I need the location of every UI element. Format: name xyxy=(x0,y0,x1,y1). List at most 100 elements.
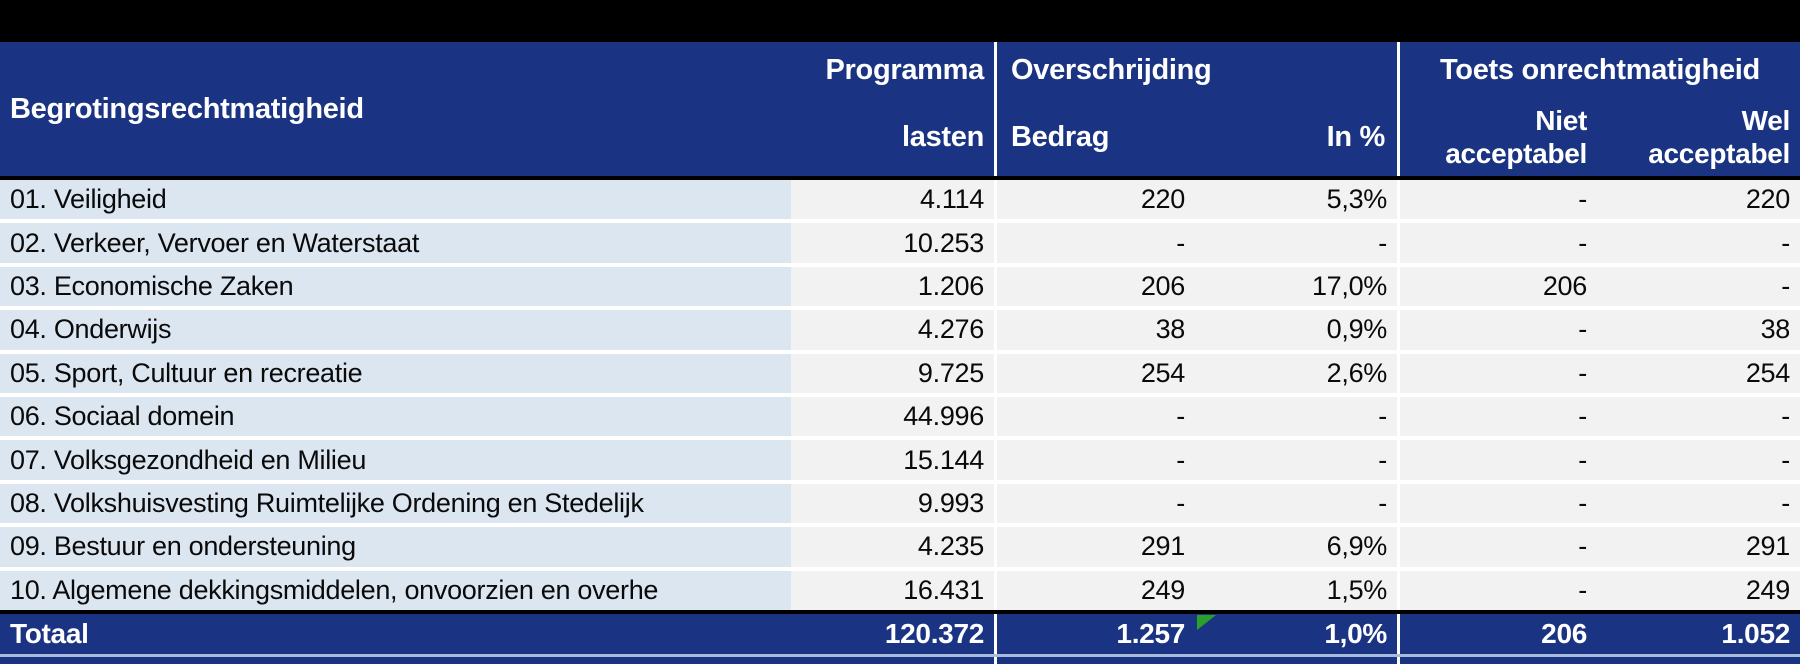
row-label: 04. Onderwijs xyxy=(0,310,791,350)
table-body: 01. Veiligheid 4.114 220 5,3% - 220 02. … xyxy=(0,180,1800,611)
cell-niet-acceptabel: - xyxy=(1397,223,1597,263)
bottom-strip xyxy=(994,657,1195,664)
column-header-in-pct: In % xyxy=(1195,98,1397,176)
row-label: 06. Sociaal domein xyxy=(0,397,791,437)
table-total-section: Totaal 120.372 1.257 1,0% 206 1.052 xyxy=(0,614,1800,664)
cell-overschrijding-pct: - xyxy=(1195,223,1397,263)
table-row-02: 02. Verkeer, Vervoer en Waterstaat 10.25… xyxy=(0,223,1800,263)
cell-error-triangle-icon xyxy=(1197,615,1216,630)
row-label: 02. Verkeer, Vervoer en Waterstaat xyxy=(0,223,791,263)
bottom-strip xyxy=(1397,657,1597,664)
cell-overschrijding-pct: - xyxy=(1195,397,1397,437)
column-header-niet-acceptabel: Niet acceptabel xyxy=(1397,98,1597,176)
table-header: Begrotingsrechtmatigheid Programma laste… xyxy=(0,42,1800,176)
row-label: 03. Economische Zaken xyxy=(0,266,791,307)
cell-wel-acceptabel: 249 xyxy=(1597,570,1800,611)
cell-overschrijding-bedrag: 38 xyxy=(994,310,1195,350)
acceptabel-line: acceptabel xyxy=(1648,138,1790,169)
total-overschrijding-bedrag: 1.257 xyxy=(994,614,1195,654)
cell-overschrijding-bedrag: 220 xyxy=(994,180,1195,220)
column-header-lasten: lasten xyxy=(791,98,994,176)
cell-niet-acceptabel: - xyxy=(1397,483,1597,524)
cell-programma-lasten: 15.144 xyxy=(791,440,994,480)
cell-overschrijding-pct: 2,6% xyxy=(1195,353,1397,394)
table-row-05: 05. Sport, Cultuur en recreatie 9.725 25… xyxy=(0,353,1800,394)
cell-overschrijding-bedrag: 206 xyxy=(994,266,1195,307)
total-row-label: Totaal xyxy=(0,614,791,654)
cell-overschrijding-bedrag: - xyxy=(994,397,1195,437)
cell-niet-acceptabel: - xyxy=(1397,440,1597,480)
budget-lawfulness-table: Begrotingsrechtmatigheid Programma laste… xyxy=(0,42,1800,664)
cell-niet-acceptabel: - xyxy=(1397,527,1597,567)
row-label: 07. Volksgezondheid en Milieu xyxy=(0,440,791,480)
cell-wel-acceptabel: - xyxy=(1597,440,1800,480)
cell-programma-lasten: 16.431 xyxy=(791,570,994,611)
niet-line: Niet xyxy=(1535,105,1587,136)
table-row-04: 04. Onderwijs 4.276 38 0,9% - 38 xyxy=(0,310,1800,350)
table-row-07: 07. Volksgezondheid en Milieu 15.144 - -… xyxy=(0,440,1800,480)
cell-programma-lasten: 9.993 xyxy=(791,483,994,524)
cell-wel-acceptabel: - xyxy=(1597,266,1800,307)
cell-niet-acceptabel: - xyxy=(1397,353,1597,394)
column-group-toets-onrechtmatigheid: Toets onrechtmatigheid xyxy=(1397,42,1800,98)
cell-overschrijding-pct: 17,0% xyxy=(1195,266,1397,307)
total-pct-value: 1,0% xyxy=(1324,618,1387,649)
cell-wel-acceptabel: - xyxy=(1597,397,1800,437)
bottom-strip xyxy=(1195,657,1397,664)
cell-programma-lasten: 4.114 xyxy=(791,180,994,220)
cell-overschrijding-pct: 5,3% xyxy=(1195,180,1397,220)
cell-niet-acceptabel: 206 xyxy=(1397,266,1597,307)
total-niet-acceptabel: 206 xyxy=(1397,614,1597,654)
cell-programma-lasten: 44.996 xyxy=(791,397,994,437)
cell-niet-acceptabel: - xyxy=(1397,570,1597,611)
cell-niet-acceptabel: - xyxy=(1397,310,1597,350)
cell-wel-acceptabel: 220 xyxy=(1597,180,1800,220)
total-programma-lasten: 120.372 xyxy=(791,614,994,654)
cell-niet-acceptabel: - xyxy=(1397,180,1597,220)
bottom-strip xyxy=(791,657,994,664)
row-label: 08. Volkshuisvesting Ruimtelijke Ordenin… xyxy=(0,483,791,524)
cell-overschrijding-pct: - xyxy=(1195,483,1397,524)
cell-overschrijding-pct: 0,9% xyxy=(1195,310,1397,350)
table-row-09: 09. Bestuur en ondersteuning 4.235 291 6… xyxy=(0,527,1800,567)
cell-overschrijding-bedrag: - xyxy=(994,483,1195,524)
cell-overschrijding-pct: - xyxy=(1195,440,1397,480)
table-row-08: 08. Volkshuisvesting Ruimtelijke Ordenin… xyxy=(0,483,1800,524)
row-label: 09. Bestuur en ondersteuning xyxy=(0,527,791,567)
cell-overschrijding-bedrag: 254 xyxy=(994,353,1195,394)
column-header-begrotingsrechtmatigheid: Begrotingsrechtmatigheid xyxy=(0,42,791,176)
column-header-bedrag: Bedrag xyxy=(994,98,1195,176)
acceptabel-line: acceptabel xyxy=(1445,138,1587,169)
table-row-03: 03. Economische Zaken 1.206 206 17,0% 20… xyxy=(0,266,1800,307)
row-label: 01. Veiligheid xyxy=(0,180,791,220)
cell-wel-acceptabel: - xyxy=(1597,483,1800,524)
total-wel-acceptabel: 1.052 xyxy=(1597,614,1800,654)
cell-niet-acceptabel: - xyxy=(1397,397,1597,437)
cell-overschrijding-pct: 6,9% xyxy=(1195,527,1397,567)
cell-programma-lasten: 1.206 xyxy=(791,266,994,307)
cell-overschrijding-bedrag: 291 xyxy=(994,527,1195,567)
total-overschrijding-pct: 1,0% xyxy=(1195,614,1397,654)
column-header-programma: Programma xyxy=(791,42,994,98)
cell-overschrijding-pct: 1,5% xyxy=(1195,570,1397,611)
cell-wel-acceptabel: 38 xyxy=(1597,310,1800,350)
table-row-06: 06. Sociaal domein 44.996 - - - - xyxy=(0,397,1800,437)
cell-overschrijding-bedrag: - xyxy=(994,440,1195,480)
table-row-01: 01. Veiligheid 4.114 220 5,3% - 220 xyxy=(0,180,1800,220)
cell-programma-lasten: 4.276 xyxy=(791,310,994,350)
row-label: 10. Algemene dekkingsmiddelen, onvoorzie… xyxy=(0,570,791,611)
bottom-strip xyxy=(0,657,791,664)
cell-programma-lasten: 4.235 xyxy=(791,527,994,567)
cell-programma-lasten: 10.253 xyxy=(791,223,994,263)
bottom-strip xyxy=(1597,657,1800,664)
cell-wel-acceptabel: 291 xyxy=(1597,527,1800,567)
cell-programma-lasten: 9.725 xyxy=(791,353,994,394)
column-header-wel-acceptabel: Wel acceptabel xyxy=(1597,98,1800,176)
cell-overschrijding-bedrag: - xyxy=(994,223,1195,263)
wel-line: Wel xyxy=(1741,105,1791,136)
cell-wel-acceptabel: - xyxy=(1597,223,1800,263)
column-group-overschrijding: Overschrijding xyxy=(994,42,1397,98)
cell-overschrijding-bedrag: 249 xyxy=(994,570,1195,611)
row-label: 05. Sport, Cultuur en recreatie xyxy=(0,353,791,394)
cell-wel-acceptabel: 254 xyxy=(1597,353,1800,394)
